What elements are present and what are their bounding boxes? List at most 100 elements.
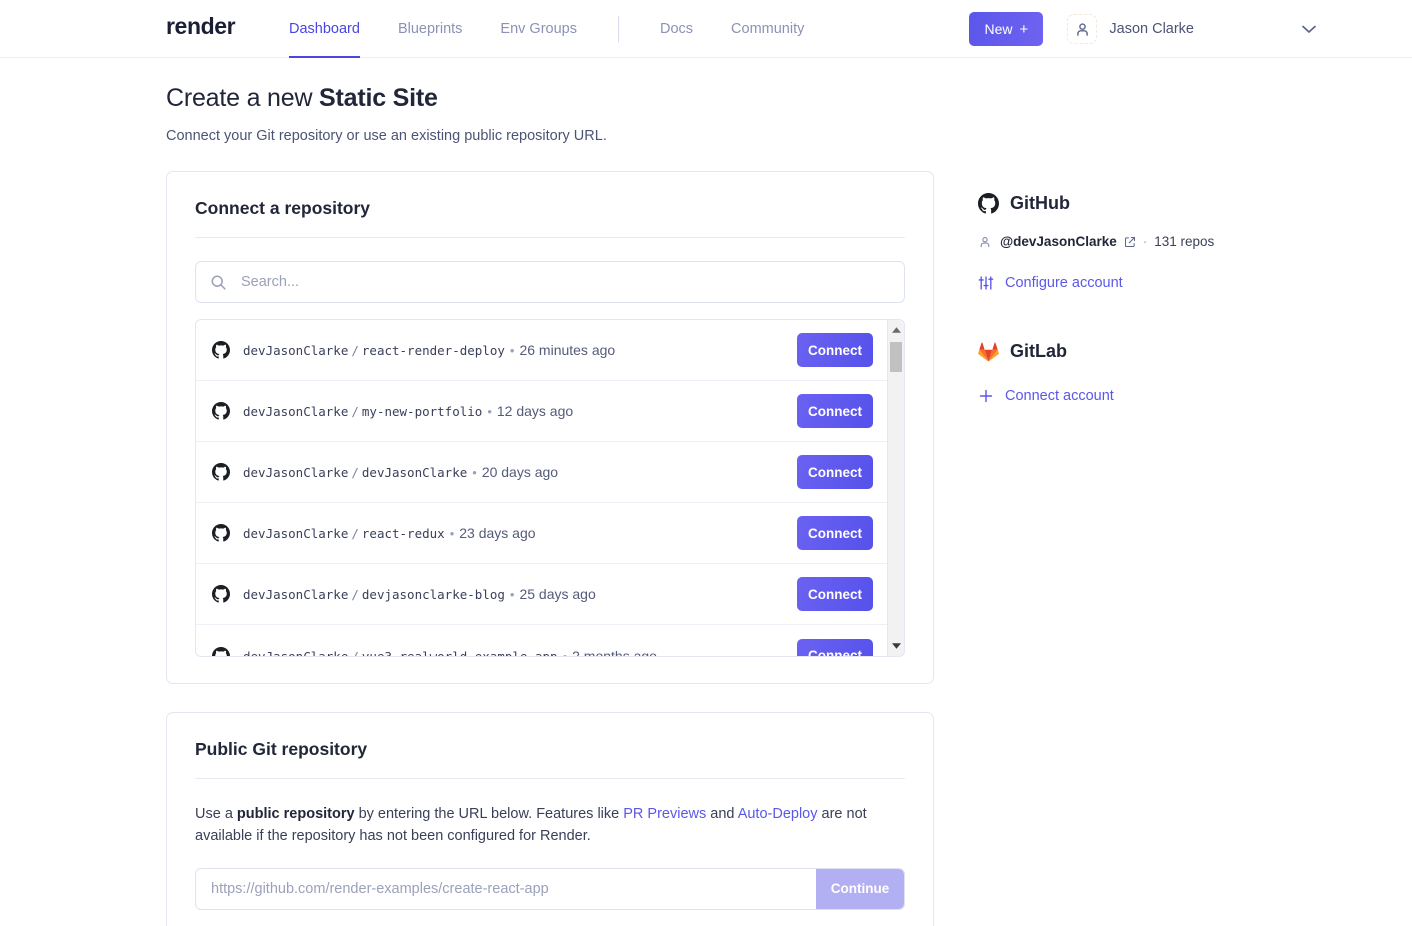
desc-part-2: by entering the URL below. Features like [354,806,624,822]
repository-owner: devJasonClarke [243,587,349,602]
connect-button[interactable]: Connect [797,577,873,611]
repository-name: my-new-portfolio [361,404,483,419]
person-icon [980,236,990,247]
public-card-title: Public Git repository [195,739,368,759]
repository-label: devJasonClarke / vue3-realworld-example-ap… [243,648,797,657]
repository-owner: devJasonClarke [243,343,349,358]
repository-row[interactable]: devJasonClarke / devJasonClarke • 20 days ag… [196,442,887,503]
avatar[interactable] [1067,14,1098,44]
card-spacer [166,684,1412,712]
pr-previews-link[interactable]: PR Previews [623,806,707,822]
connect-card-title: Connect a repository [195,198,371,218]
account-menu-toggle[interactable] [1302,25,1316,34]
nav-link-dashboard[interactable]: Dashboard [289,0,379,58]
repository-updated: 20 days ago [481,464,559,480]
connect-button[interactable]: Connect [797,455,873,489]
repository-updated: 23 days ago [459,525,536,541]
external-link-icon[interactable] [1124,236,1136,248]
github-handle[interactable]: @devJasonClarke [1000,234,1117,249]
page-subtitle: Connect your Git repository or use an ex… [166,128,607,144]
plus-icon [979,389,993,403]
bullet-separator: • [449,526,455,541]
repository-owner: devJasonClarke [243,465,349,480]
connect-button[interactable]: Connect [797,394,873,428]
new-button[interactable]: New + [969,12,1044,46]
configure-account-link[interactable]: Configure account [978,275,1378,291]
sliders-icon [978,276,994,290]
public-repo-url-input[interactable] [196,868,816,909]
repository-label: devJasonClarke / my-new-portfolio • 12 days … [243,403,797,419]
repository-updated: 25 days ago [519,586,596,602]
repository-separator: / [351,404,359,419]
person-icon [1077,22,1088,36]
repository-updated: 2 months ago [572,647,657,657]
nav-link-community[interactable]: Community [731,21,805,37]
connect-button[interactable]: Connect [797,333,873,367]
repository-row[interactable]: devJasonClarke / my-new-portfolio • 12 days … [196,381,887,442]
user-name[interactable]: Jason Clarke [1109,21,1194,37]
repository-row[interactable]: devJasonClarke / vue3-realworld-example-ap… [196,625,887,656]
repository-separator: / [351,648,359,657]
search-icon [211,275,226,290]
github-icon [212,524,230,542]
scroll-down-arrow-icon[interactable] [888,638,904,654]
search-input[interactable] [239,273,890,291]
repository-updated: 26 minutes ago [519,342,616,358]
bullet-separator: • [509,587,515,602]
repository-label: devJasonClarke / devjasonclarke-blog • 25 da… [243,586,797,602]
new-button-label: New [984,21,1013,37]
divider [195,778,905,779]
github-icon [212,341,230,359]
nav-divider [618,16,619,42]
repository-row[interactable]: devJasonClarke / devjasonclarke-blog • 25 da… [196,564,887,625]
gitlab-section: GitLab Connect account [978,341,1378,404]
repository-name: react-redux [361,526,445,541]
plus-icon: + [1019,20,1029,38]
github-account-row: @devJasonClarke · 131 repos [978,234,1378,249]
nav-link-blueprints[interactable]: Blueprints [397,21,463,37]
render-logo[interactable]: render [166,13,236,39]
repository-owner: devJasonClarke [243,648,349,657]
connect-button[interactable]: Connect [797,516,873,550]
github-repo-count: 131 repos [1154,234,1215,249]
desc-part-1: Use a [195,806,237,822]
repository-row[interactable]: devJasonClarke / react-redux • 23 days ago C… [196,503,887,564]
repository-name: vue3-realworld-example-app [361,648,558,657]
nav-link-docs[interactable]: Docs [660,21,694,37]
repository-separator: / [351,587,359,602]
nav-link-env-groups[interactable]: Env Groups [500,21,577,37]
search-field[interactable] [195,261,905,303]
github-icon [212,585,230,603]
repository-owner: devJasonClarke [243,404,349,419]
scroll-up-arrow-icon[interactable] [888,322,904,338]
repository-owner: devJasonClarke [243,526,349,541]
git-providers-rail: GitHub @devJasonClarke · 131 repos [978,193,1378,404]
page-header: Create a new Static Site Connect your Gi… [0,58,1412,144]
repository-list-container: devJasonClarke / react-render-deploy • 26 mi… [195,319,905,657]
bullet-separator: • [509,343,515,358]
primary-nav: Dashboard Blueprints Env Groups Docs Com… [289,0,823,58]
repository-list-scrollbar[interactable] [887,320,904,656]
repository-row[interactable]: devJasonClarke / react-render-deploy • 26 mi… [196,320,887,381]
connect-button[interactable]: Connect [797,638,873,656]
auto-deploy-link[interactable]: Auto-Deploy [737,806,818,822]
connect-gitlab-account-link[interactable]: Connect account [978,388,1378,404]
gitlab-title: GitLab [1010,341,1067,361]
connect-account-label: Connect account [1005,388,1114,404]
github-icon [212,402,230,420]
github-title: GitHub [1010,193,1070,213]
connect-repository-card: Connect a repository devJasonClarke/reac… [166,171,934,684]
github-icon [212,646,230,656]
repository-separator: / [351,526,359,541]
top-navigation-bar: render Dashboard Blueprints Env Groups D… [0,0,1412,58]
scrollbar-thumb[interactable] [890,342,902,372]
nav-right-cluster: New + Jason Clarke [969,0,1412,58]
repository-separator: / [351,465,359,480]
configure-account-label: Configure account [1005,275,1123,291]
repository-name: react-render-deploy [361,343,505,358]
continue-button[interactable]: Continue [816,868,904,909]
github-icon [978,193,999,214]
github-section-header: GitHub [978,193,1378,214]
desc-part-3: and [706,806,738,822]
bullet-separator: · [1142,234,1148,249]
